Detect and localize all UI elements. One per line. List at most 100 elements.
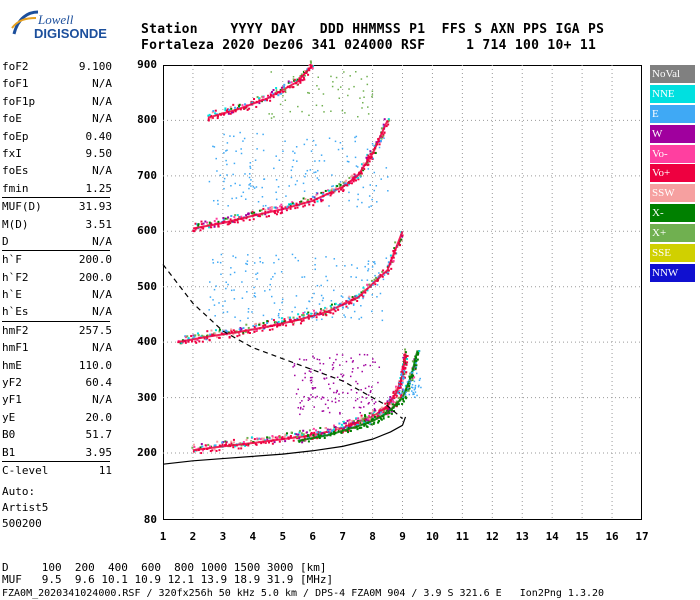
echo-point — [304, 75, 306, 77]
echo-point — [193, 445, 196, 448]
echo-point — [343, 314, 345, 316]
echo-point — [359, 412, 362, 414]
echo-point — [282, 94, 284, 97]
echo-point — [280, 211, 283, 214]
echo-point — [371, 398, 373, 401]
echo-point — [379, 411, 382, 414]
echo-point — [349, 175, 352, 178]
echo-point — [331, 400, 333, 403]
echo-point — [347, 307, 349, 309]
echo-point — [277, 186, 280, 188]
param-row: foE N/A — [2, 110, 112, 127]
echo-point — [232, 173, 234, 176]
echo-point — [339, 183, 342, 186]
param-value: N/A — [92, 77, 112, 91]
param-name: C-level — [2, 463, 49, 477]
echo-point — [231, 111, 234, 114]
echo-point — [309, 64, 312, 67]
echo-point — [312, 355, 314, 358]
echo-point — [405, 363, 408, 366]
echo-point — [350, 182, 353, 185]
echo-point — [384, 411, 387, 414]
echo-point — [356, 205, 358, 208]
echo-point — [341, 306, 344, 309]
echo-point — [275, 89, 278, 91]
echo-point — [351, 174, 354, 177]
echo-point — [388, 119, 391, 122]
echo-point — [301, 110, 303, 113]
echo-point — [368, 160, 371, 163]
echo-point — [232, 333, 235, 336]
echo-point — [366, 416, 369, 419]
echo-point — [307, 91, 309, 94]
echo-point — [201, 449, 204, 452]
echo-point — [303, 276, 306, 278]
echo-point — [294, 207, 297, 210]
echo-point — [360, 414, 363, 417]
echo-point — [339, 141, 342, 144]
y-tick-label: 900 — [137, 58, 157, 71]
echo-point — [370, 390, 372, 392]
echo-point — [378, 272, 380, 274]
echo-point — [373, 408, 376, 410]
x-tick-label: 10 — [425, 530, 440, 543]
echo-point — [194, 222, 197, 225]
echo-point — [279, 212, 282, 215]
echo-point — [230, 329, 233, 332]
echo-point — [413, 396, 416, 398]
param-row: fmin 1.25 — [2, 180, 112, 197]
echo-point — [323, 310, 326, 313]
echo-point — [411, 386, 414, 389]
echo-point — [319, 198, 322, 201]
param-row: yF1 N/A — [2, 391, 112, 408]
echo-point — [312, 65, 315, 68]
echo-point — [220, 273, 222, 276]
param-name: foEp — [2, 129, 29, 143]
echo-point — [402, 376, 404, 379]
echo-point — [302, 314, 305, 317]
echo-point — [248, 176, 251, 179]
echo-point — [255, 324, 258, 327]
echo-point — [284, 433, 287, 436]
echo-point — [352, 297, 355, 300]
echo-point — [353, 178, 356, 181]
echo-point — [223, 180, 225, 183]
echo-point — [259, 257, 261, 259]
echo-point — [229, 112, 232, 115]
echo-point — [195, 341, 198, 344]
echo-point — [413, 388, 416, 391]
echo-point — [225, 329, 228, 332]
echo-point — [362, 290, 365, 293]
echo-point — [230, 328, 233, 331]
echo-point — [276, 436, 279, 439]
x-tick-label: 11 — [455, 530, 469, 543]
echo-point — [274, 272, 276, 275]
echo-point — [237, 105, 240, 108]
echo-point — [413, 393, 415, 395]
echo-point — [215, 449, 218, 452]
echo-point — [293, 78, 296, 81]
echo-point — [401, 390, 404, 393]
echo-point — [262, 324, 265, 327]
echo-point — [399, 396, 402, 399]
echo-point — [367, 113, 370, 115]
echo-point — [357, 115, 359, 118]
echo-point — [350, 357, 352, 359]
echo-point — [362, 162, 365, 165]
echo-point — [236, 335, 239, 338]
echo-point — [277, 324, 280, 327]
echo-point — [283, 318, 286, 321]
echo-point — [314, 257, 317, 260]
echo-point — [279, 88, 282, 91]
param-name: hmF2 — [2, 323, 29, 337]
echo-point — [319, 433, 322, 436]
legend-item: SSW — [650, 184, 695, 203]
echo-point — [366, 83, 369, 86]
echo-point — [199, 229, 202, 232]
echo-point — [298, 77, 301, 80]
echo-point — [254, 159, 257, 161]
echo-point — [347, 161, 350, 163]
echo-point — [222, 305, 224, 307]
echo-point — [411, 372, 413, 374]
echo-point — [276, 206, 279, 209]
